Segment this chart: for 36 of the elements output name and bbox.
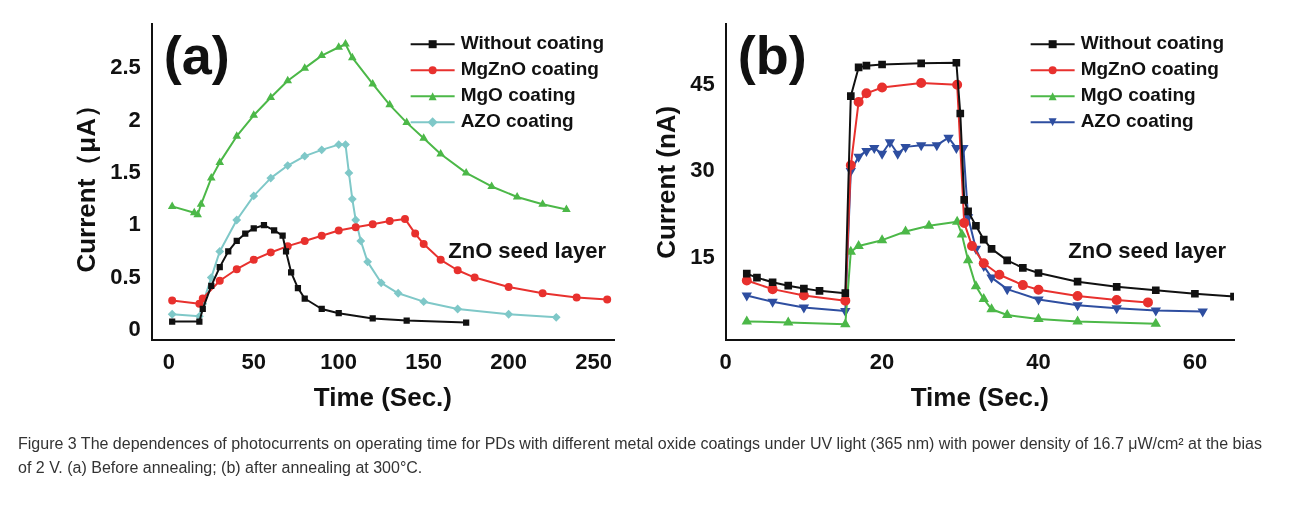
- x-tick-label: 40: [1026, 348, 1051, 374]
- x-axis-title: Time (Sec.): [910, 381, 1049, 412]
- y-tick-label: 1: [128, 211, 141, 237]
- y-tick-label: 1.5: [110, 158, 141, 184]
- x-axis-title: Time (Sec.): [313, 381, 453, 412]
- x-tick-label: 150: [405, 348, 443, 374]
- caption: Figure 3 The dependences of photocurrents on operating time for PDs with different metal oxide coatings under UV light (365 nm) with power density of 16.7 μW/cm² at the bias of 2 V. (a) Before annealing; (b) after annealing at 300°C.: [18, 434, 1263, 478]
- x-tick-label: 0: [162, 348, 175, 374]
- y-tick-label: 0.5: [110, 263, 141, 289]
- y-axis-title: Current (nA): [650, 105, 681, 259]
- annotation: ZnO seed layer: [1068, 237, 1227, 263]
- x-tick-label: 50: [241, 348, 266, 374]
- legend-label: MgZnO coating: [460, 58, 599, 80]
- chart-title: (b): [737, 25, 807, 86]
- legend-label: MgO coating: [1080, 84, 1196, 106]
- y-tick-label: 2.5: [110, 54, 141, 80]
- chart-title: (a): [163, 25, 230, 86]
- y-tick-label: 15: [690, 243, 715, 269]
- x-tick-label: 250: [575, 348, 612, 374]
- y-axis-title: Current（μA）: [70, 92, 101, 273]
- y-tick-label: 2: [128, 106, 141, 132]
- legend-label: MgZnO coating: [1080, 58, 1219, 80]
- y-tick-label: 30: [690, 157, 715, 183]
- legend-label: AZO coating: [1080, 110, 1194, 132]
- legend-label: MgO coating: [460, 84, 576, 106]
- annotation: ZnO seed layer: [448, 237, 607, 263]
- x-tick-label: 100: [320, 348, 358, 374]
- legend-label: Without coating: [460, 32, 605, 54]
- y-tick-label: 0: [128, 315, 141, 341]
- x-tick-label: 60: [1182, 348, 1208, 374]
- y-tick-label: 45: [690, 70, 715, 96]
- legend-label: Without coating: [1080, 32, 1225, 54]
- x-tick-label: 0: [719, 348, 732, 374]
- x-tick-label: 20: [869, 348, 895, 374]
- x-tick-label: 200: [490, 348, 527, 374]
- legend-label: AZO coating: [460, 110, 574, 132]
